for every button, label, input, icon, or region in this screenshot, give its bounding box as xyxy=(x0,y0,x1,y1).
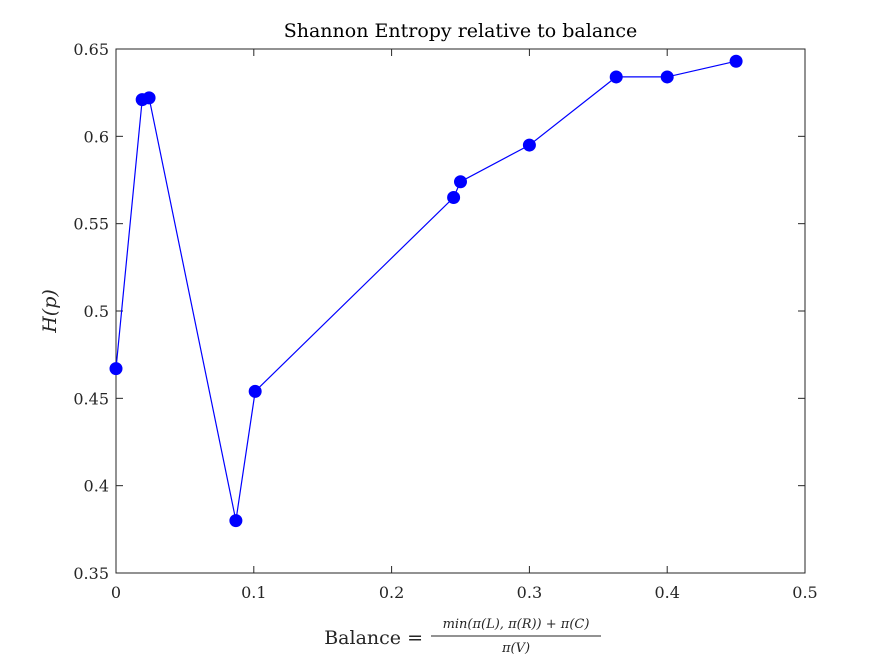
x-axis-label-prefix: Balance = xyxy=(324,627,423,649)
y-tick-label: 0.5 xyxy=(84,302,109,321)
x-axis-label-denominator: π(V) xyxy=(501,641,530,656)
y-tick-label: 0.4 xyxy=(84,477,109,496)
data-point xyxy=(229,514,243,528)
series-layer xyxy=(109,54,743,528)
x-axis: 0 0.1 0.2 0.3 0.4 0.5 xyxy=(111,49,818,602)
data-point xyxy=(522,138,536,152)
data-point xyxy=(729,54,743,68)
x-tick-label: 0.1 xyxy=(241,583,266,602)
x-tick-label: 0.5 xyxy=(792,583,817,602)
x-tick-label: 0.4 xyxy=(654,583,679,602)
data-point xyxy=(109,362,123,376)
y-tick-label: 0.55 xyxy=(73,215,109,234)
plot-area xyxy=(115,48,806,574)
chart-title: Shannon Entropy relative to balance xyxy=(284,20,638,42)
x-axis-label: Balance = min(π(L), π(R)) + π(C) π(V) xyxy=(324,617,601,656)
y-axis-label: H(p) xyxy=(39,289,61,334)
y-axis: 0.35 0.4 0.45 0.5 0.55 0.6 0.65 xyxy=(73,40,805,583)
data-point xyxy=(454,175,467,189)
y-tick-label: 0.35 xyxy=(73,564,109,583)
y-tick-label: 0.65 xyxy=(73,40,109,59)
data-point xyxy=(447,190,461,204)
x-tick-label: 0 xyxy=(111,583,121,602)
x-axis-label-numerator: min(π(L), π(R)) + π(C) xyxy=(443,617,590,632)
data-point xyxy=(142,91,156,105)
data-point xyxy=(248,384,262,398)
x-tick-label: 0.2 xyxy=(379,583,404,602)
y-tick-label: 0.6 xyxy=(84,127,109,146)
data-point xyxy=(609,70,623,84)
x-tick-label: 0.3 xyxy=(517,583,542,602)
y-tick-label: 0.45 xyxy=(73,389,109,408)
data-point xyxy=(660,70,674,84)
